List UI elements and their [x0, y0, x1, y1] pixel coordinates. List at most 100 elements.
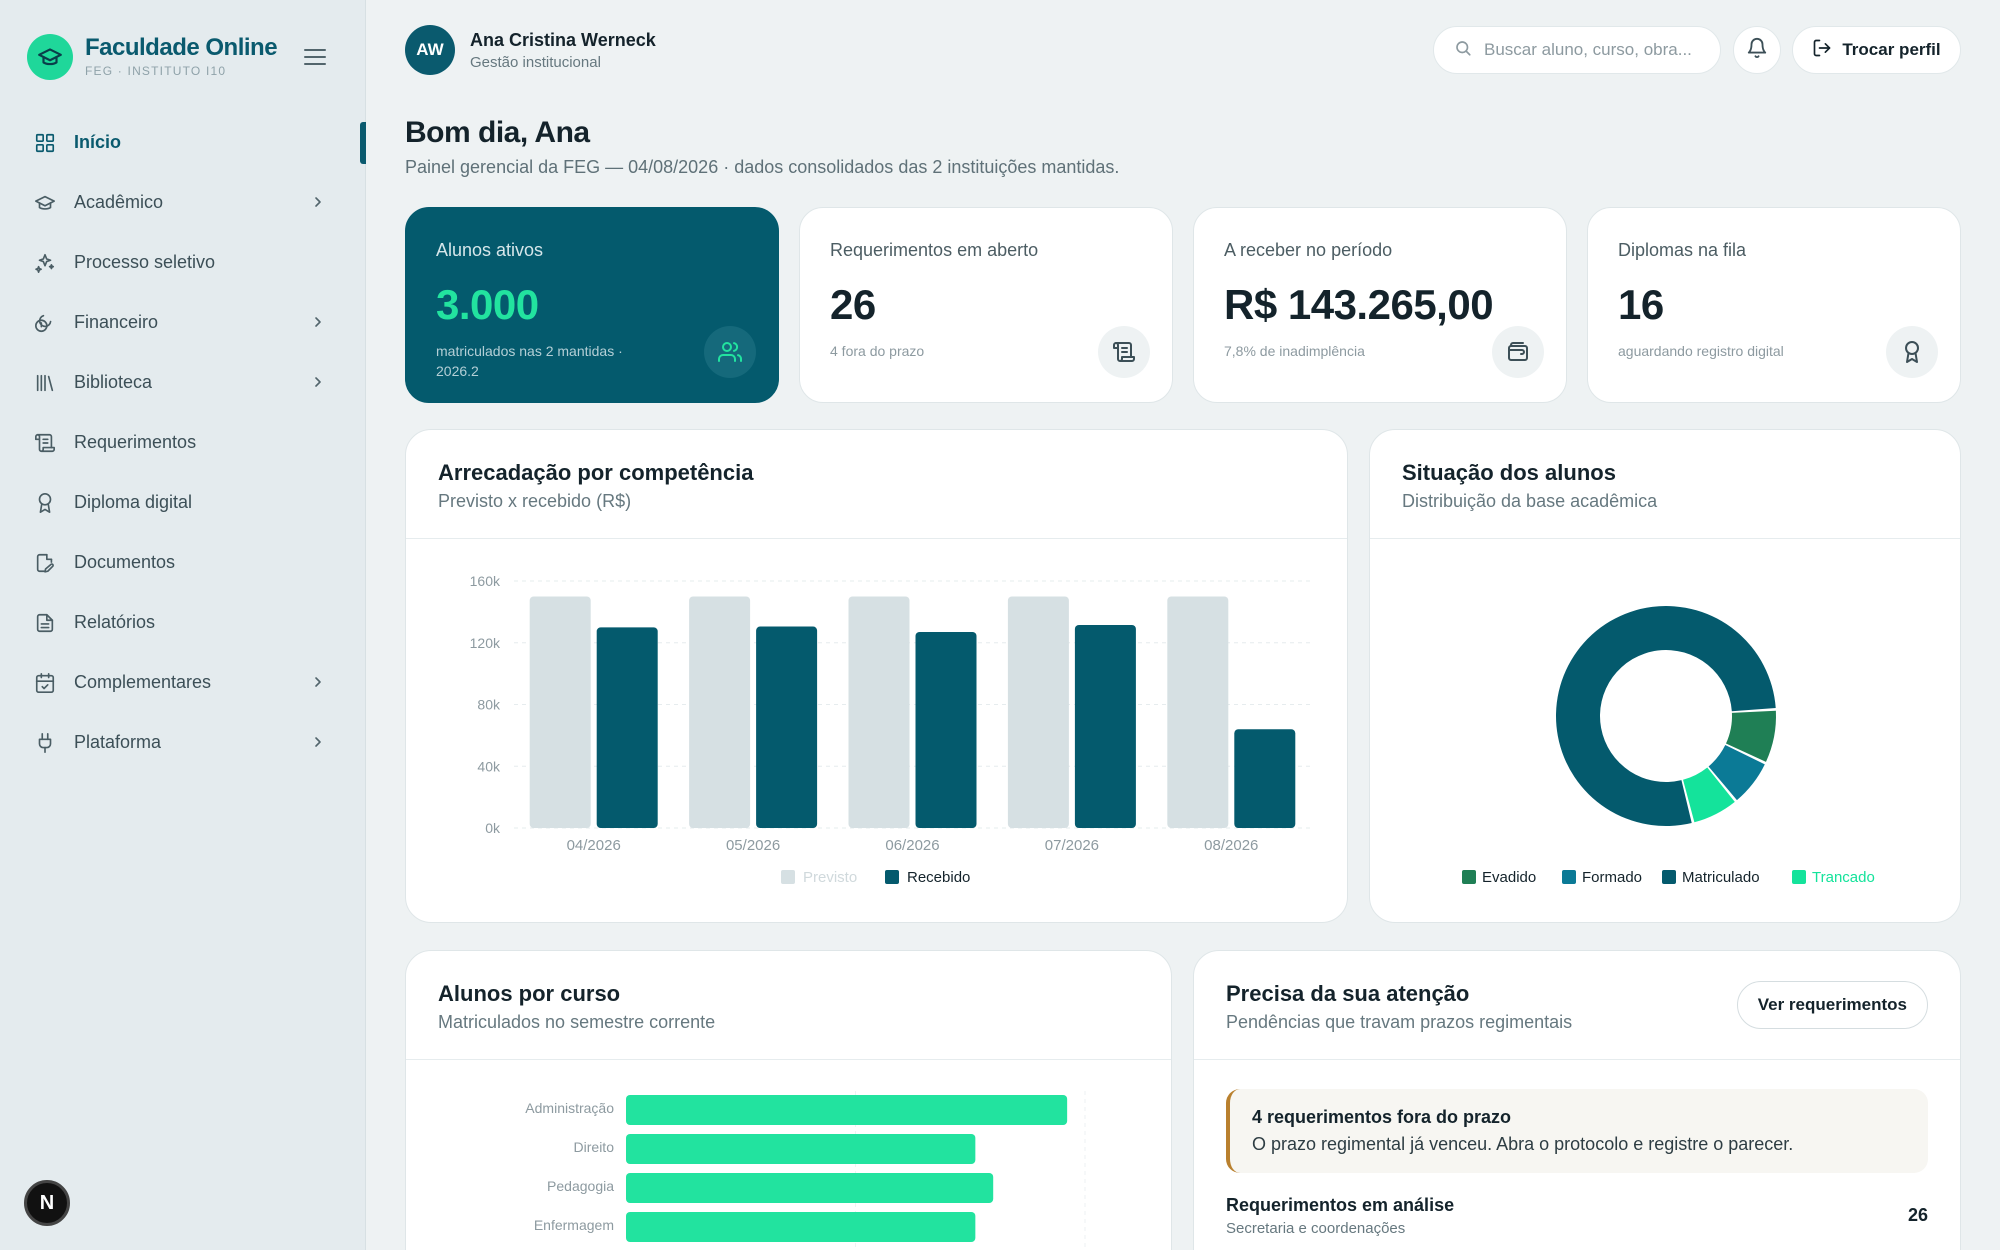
- award-icon: [1886, 326, 1938, 378]
- y-tick-label: Pedagogia: [547, 1178, 614, 1194]
- sidebar-item-acadêmico[interactable]: Acadêmico: [0, 172, 366, 232]
- sidebar-item-plataforma[interactable]: Plataforma: [0, 712, 366, 772]
- bar-previsto: [848, 596, 910, 828]
- user-name: Ana Cristina Werneck: [470, 30, 656, 50]
- sidebar-item-complementares[interactable]: Complementares: [0, 652, 366, 712]
- divider: [406, 1059, 1171, 1060]
- sidebar-item-biblioteca[interactable]: Biblioteca: [0, 352, 366, 412]
- list-item-title: Requerimentos em análise: [1226, 1195, 1455, 1215]
- x-tick-label: 05/2026: [726, 837, 780, 854]
- x-tick-label: 07/2026: [1045, 837, 1099, 854]
- list-item[interactable]: Requerimentos em análise Secretaria e co…: [1226, 1195, 1454, 1237]
- bar-recebido: [596, 627, 658, 828]
- courses-chart: Administração Direito Pedagogia Enfermagem: [525, 1091, 1086, 1250]
- revenue-card: Arrecadação por competência Previsto x r…: [405, 429, 1348, 923]
- kpi-value: 3.000: [436, 281, 539, 328]
- sidebar-item-documentos[interactable]: Documentos: [0, 532, 366, 592]
- kpi-diplomas[interactable]: Diplomas na fila 16 aguardando registro …: [1587, 207, 1961, 403]
- status-donut-chart: Evadido Formado Matriculado Trancado: [1462, 606, 1875, 886]
- legend-swatch: [1462, 870, 1476, 884]
- bar-course: [626, 1095, 1068, 1125]
- sparkles-icon: [34, 252, 56, 274]
- sidebar-item-label: Plataforma: [74, 731, 162, 752]
- y-tick-label: Direito: [574, 1139, 615, 1155]
- chevron-right-icon: [310, 674, 326, 690]
- scroll-icon: [34, 432, 56, 454]
- attention-card: Precisa da sua atenção Pendências que tr…: [1193, 950, 1961, 1250]
- kpi-open-requests[interactable]: Requerimentos em aberto 26 4 fora do pra…: [799, 207, 1173, 403]
- card-title: Arrecadação por competência: [438, 460, 754, 485]
- search-input[interactable]: [1484, 40, 1714, 60]
- kpi-value: 16: [1618, 281, 1664, 328]
- plug-icon: [34, 732, 56, 754]
- logo-icon: [27, 34, 73, 80]
- kpi-label: Diplomas na fila: [1618, 240, 1747, 260]
- legend-label: Matriculado: [1682, 869, 1760, 886]
- kpi-receivables[interactable]: A receber no período R$ 143.265,00 7,8% …: [1193, 207, 1567, 403]
- sidebar-item-label: Diploma digital: [74, 491, 193, 512]
- list-item-subtitle: Secretaria e coordenações: [1226, 1220, 1406, 1237]
- bar-course: [626, 1134, 976, 1164]
- alert-title: 4 requerimentos fora do prazo: [1252, 1107, 1512, 1127]
- card-subtitle: Pendências que travam prazos regimentais: [1226, 1012, 1573, 1032]
- sidebar-item-label: Complementares: [74, 671, 212, 692]
- calendar-check-icon: [34, 672, 56, 694]
- bar-recebido: [915, 631, 977, 828]
- sidebar-item-requerimentos[interactable]: Requerimentos: [0, 412, 366, 472]
- card-title: Precisa da sua atenção: [1226, 981, 1470, 1006]
- n-badge-icon[interactable]: N: [24, 1180, 70, 1226]
- bar-course: [626, 1173, 994, 1203]
- chevron-right-icon: [310, 374, 326, 390]
- sidebar-item-label: Requerimentos: [74, 431, 197, 452]
- kpi-value: R$ 143.265,00: [1224, 281, 1494, 328]
- user-role: Gestão institucional: [470, 54, 601, 71]
- chevron-right-icon: [310, 194, 326, 210]
- y-tick-label: 120k: [470, 635, 501, 651]
- donut-slice-formado: [1708, 745, 1765, 801]
- alert-text: O prazo regimental já venceu. Abra o pro…: [1252, 1134, 1794, 1154]
- coins-icon: [34, 312, 56, 334]
- revenue-chart: 0k 40k 80k 120k 160k 04/2026 05/2026 06/2026 07/…: [470, 573, 1311, 886]
- y-tick-label: Enfermagem: [534, 1217, 614, 1233]
- sidebar-item-financeiro[interactable]: Financeiro: [0, 292, 366, 352]
- active-indicator: [360, 122, 366, 164]
- courses-card: Alunos por curso Matriculados no semestr…: [405, 950, 1172, 1250]
- kpi-value: 26: [830, 281, 876, 328]
- menu-toggle-icon[interactable]: [302, 46, 328, 68]
- overdue-alert[interactable]: 4 requerimentos fora do prazo O prazo re…: [1226, 1089, 1928, 1173]
- notifications-button[interactable]: [1733, 26, 1781, 74]
- divider: [1370, 538, 1960, 539]
- kpi-note: 7,8% de inadimplência: [1224, 343, 1365, 359]
- donut-slice-matriculado: [1556, 606, 1776, 826]
- legend-label: Formado: [1582, 869, 1642, 886]
- chevron-right-icon: [310, 314, 326, 330]
- sidebar-item-processo-seletivo[interactable]: Processo seletivo: [0, 232, 366, 292]
- sidebar-item-label: Biblioteca: [74, 371, 153, 392]
- switch-profile-label: Trocar perfil: [1842, 40, 1941, 59]
- status-card: Situação dos alunos Distribuição da base…: [1369, 429, 1961, 923]
- sidebar-item-label: Relatórios: [74, 611, 156, 632]
- users-icon: [704, 326, 756, 378]
- switch-profile-button[interactable]: Trocar perfil: [1792, 26, 1961, 74]
- search-box[interactable]: [1433, 26, 1721, 74]
- chevron-right-icon: [310, 734, 326, 750]
- sidebar-item-início[interactable]: Início: [0, 112, 366, 172]
- sidebar-item-relatórios[interactable]: Relatórios: [0, 592, 366, 652]
- legend-swatch: [781, 870, 795, 884]
- legend-swatch: [885, 870, 899, 884]
- kpi-label: Alunos ativos: [436, 240, 544, 260]
- sidebar-item-diploma-digital[interactable]: Diploma digital: [0, 472, 366, 532]
- avatar[interactable]: AW: [405, 25, 455, 75]
- card-title: Alunos por curso: [438, 981, 621, 1006]
- kpi-note: aguardando registro digital: [1618, 343, 1784, 359]
- x-tick-label: 08/2026: [1204, 837, 1258, 854]
- sidebar: Faculdade Online FEG · INSTITUTO I10 Iní…: [0, 0, 366, 1250]
- kpi-active-students[interactable]: Alunos ativos 3.000 matriculados nas 2 m…: [405, 207, 779, 403]
- kpi-note: matriculados nas 2 mantidas · 2026.2: [436, 343, 623, 379]
- x-tick-label: 06/2026: [885, 837, 939, 854]
- view-requests-button[interactable]: Ver requerimentos: [1736, 981, 1928, 1029]
- sidebar-item-label: Financeiro: [74, 311, 159, 332]
- page-title: Bom dia, Ana: [405, 116, 590, 149]
- bar-recebido: [756, 626, 818, 828]
- award-icon: [34, 492, 56, 514]
